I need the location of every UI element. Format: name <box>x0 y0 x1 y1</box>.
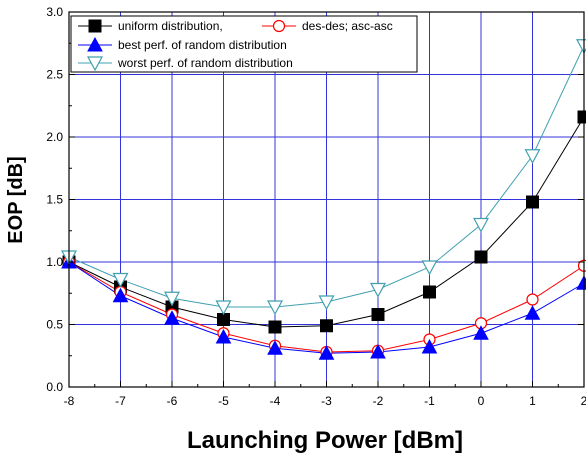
tick-labels: -8 -7 -6 -5 -4 -3 -2 -1 0 1 2 0.0 0.5 1.0 1.5 2.0 2.5 3.0 <box>46 5 586 408</box>
x-tick-label: -1 <box>424 394 435 408</box>
y-tick-label: 3.0 <box>46 5 63 19</box>
data-point-series-1 <box>423 285 436 299</box>
legend-box <box>70 15 418 73</box>
data-point-series-3 <box>318 345 335 360</box>
data-point-series-4 <box>421 260 438 276</box>
legend-marker-1 <box>88 19 102 33</box>
data-point-series-3 <box>112 287 129 303</box>
data-point-series-3 <box>473 325 489 340</box>
y-axis-title: EOP [dB] <box>5 156 27 243</box>
data-point-series-3 <box>370 343 386 359</box>
y-tick-label: 0.5 <box>46 318 63 332</box>
data-point-series-3 <box>164 310 180 325</box>
data-point-series-4 <box>266 300 284 316</box>
y-tick-label: 0.0 <box>46 380 63 394</box>
x-tick-label: 2 <box>581 394 586 408</box>
y-tick-label: 1.5 <box>46 193 63 207</box>
data-point-series-3 <box>267 340 283 355</box>
y-tick-label: 1.0 <box>46 255 63 269</box>
x-tick-label: -4 <box>270 394 281 408</box>
data-point-series-3 <box>524 305 541 320</box>
data-point-series-3 <box>215 328 232 344</box>
legend-marker-4 <box>86 56 104 72</box>
data-point-series-4 <box>318 295 335 311</box>
y-tick-label: 2.5 <box>46 68 63 82</box>
legend: uniform distribution, des-des; asc-asc bes… <box>70 15 418 73</box>
legend-marker-2 <box>272 19 286 33</box>
data-point-series-2 <box>526 293 539 306</box>
data-point-series-4 <box>472 217 490 233</box>
x-tick-label: -3 <box>321 394 332 408</box>
data-point-series-1 <box>371 308 385 321</box>
data-point-series-4 <box>215 300 232 316</box>
data-point-series-1 <box>474 250 488 264</box>
legend-label-4: worst perf. of random distribution <box>117 56 293 70</box>
grid-lines <box>69 12 584 387</box>
legend-marker-3 <box>87 36 103 52</box>
data-point-series-1 <box>268 320 282 334</box>
x-tick-label: 1 <box>529 394 536 408</box>
data-point-series-3 <box>421 338 438 354</box>
x-tick-label: 0 <box>478 394 485 408</box>
x-tick-label: -6 <box>167 394 178 408</box>
legend-label-3: best perf. of random distribution <box>118 38 287 52</box>
x-tick-label: -2 <box>373 394 384 408</box>
x-tick-label: -8 <box>64 394 75 408</box>
legend-label-2: des-des; asc-asc <box>302 19 393 33</box>
x-tick-label: -7 <box>115 394 126 408</box>
axis-ticks <box>68 11 585 388</box>
x-axis-title: Launching Power [dBm] <box>187 427 463 454</box>
x-tick-label: -5 <box>218 394 229 408</box>
data-point-series-4 <box>524 149 541 165</box>
data-point-series-1 <box>217 313 230 326</box>
data-point-series-1 <box>526 195 539 209</box>
data-point-series-4 <box>369 282 387 298</box>
legend-label-1: uniform distribution, <box>118 19 223 33</box>
data-point-series-4 <box>163 291 181 307</box>
data-point-series-4 <box>112 272 129 288</box>
data-point-series-1 <box>577 110 586 124</box>
data-point-series-1 <box>320 319 333 333</box>
data-point-series-3 <box>576 275 586 290</box>
y-tick-label: 2.0 <box>46 130 63 144</box>
